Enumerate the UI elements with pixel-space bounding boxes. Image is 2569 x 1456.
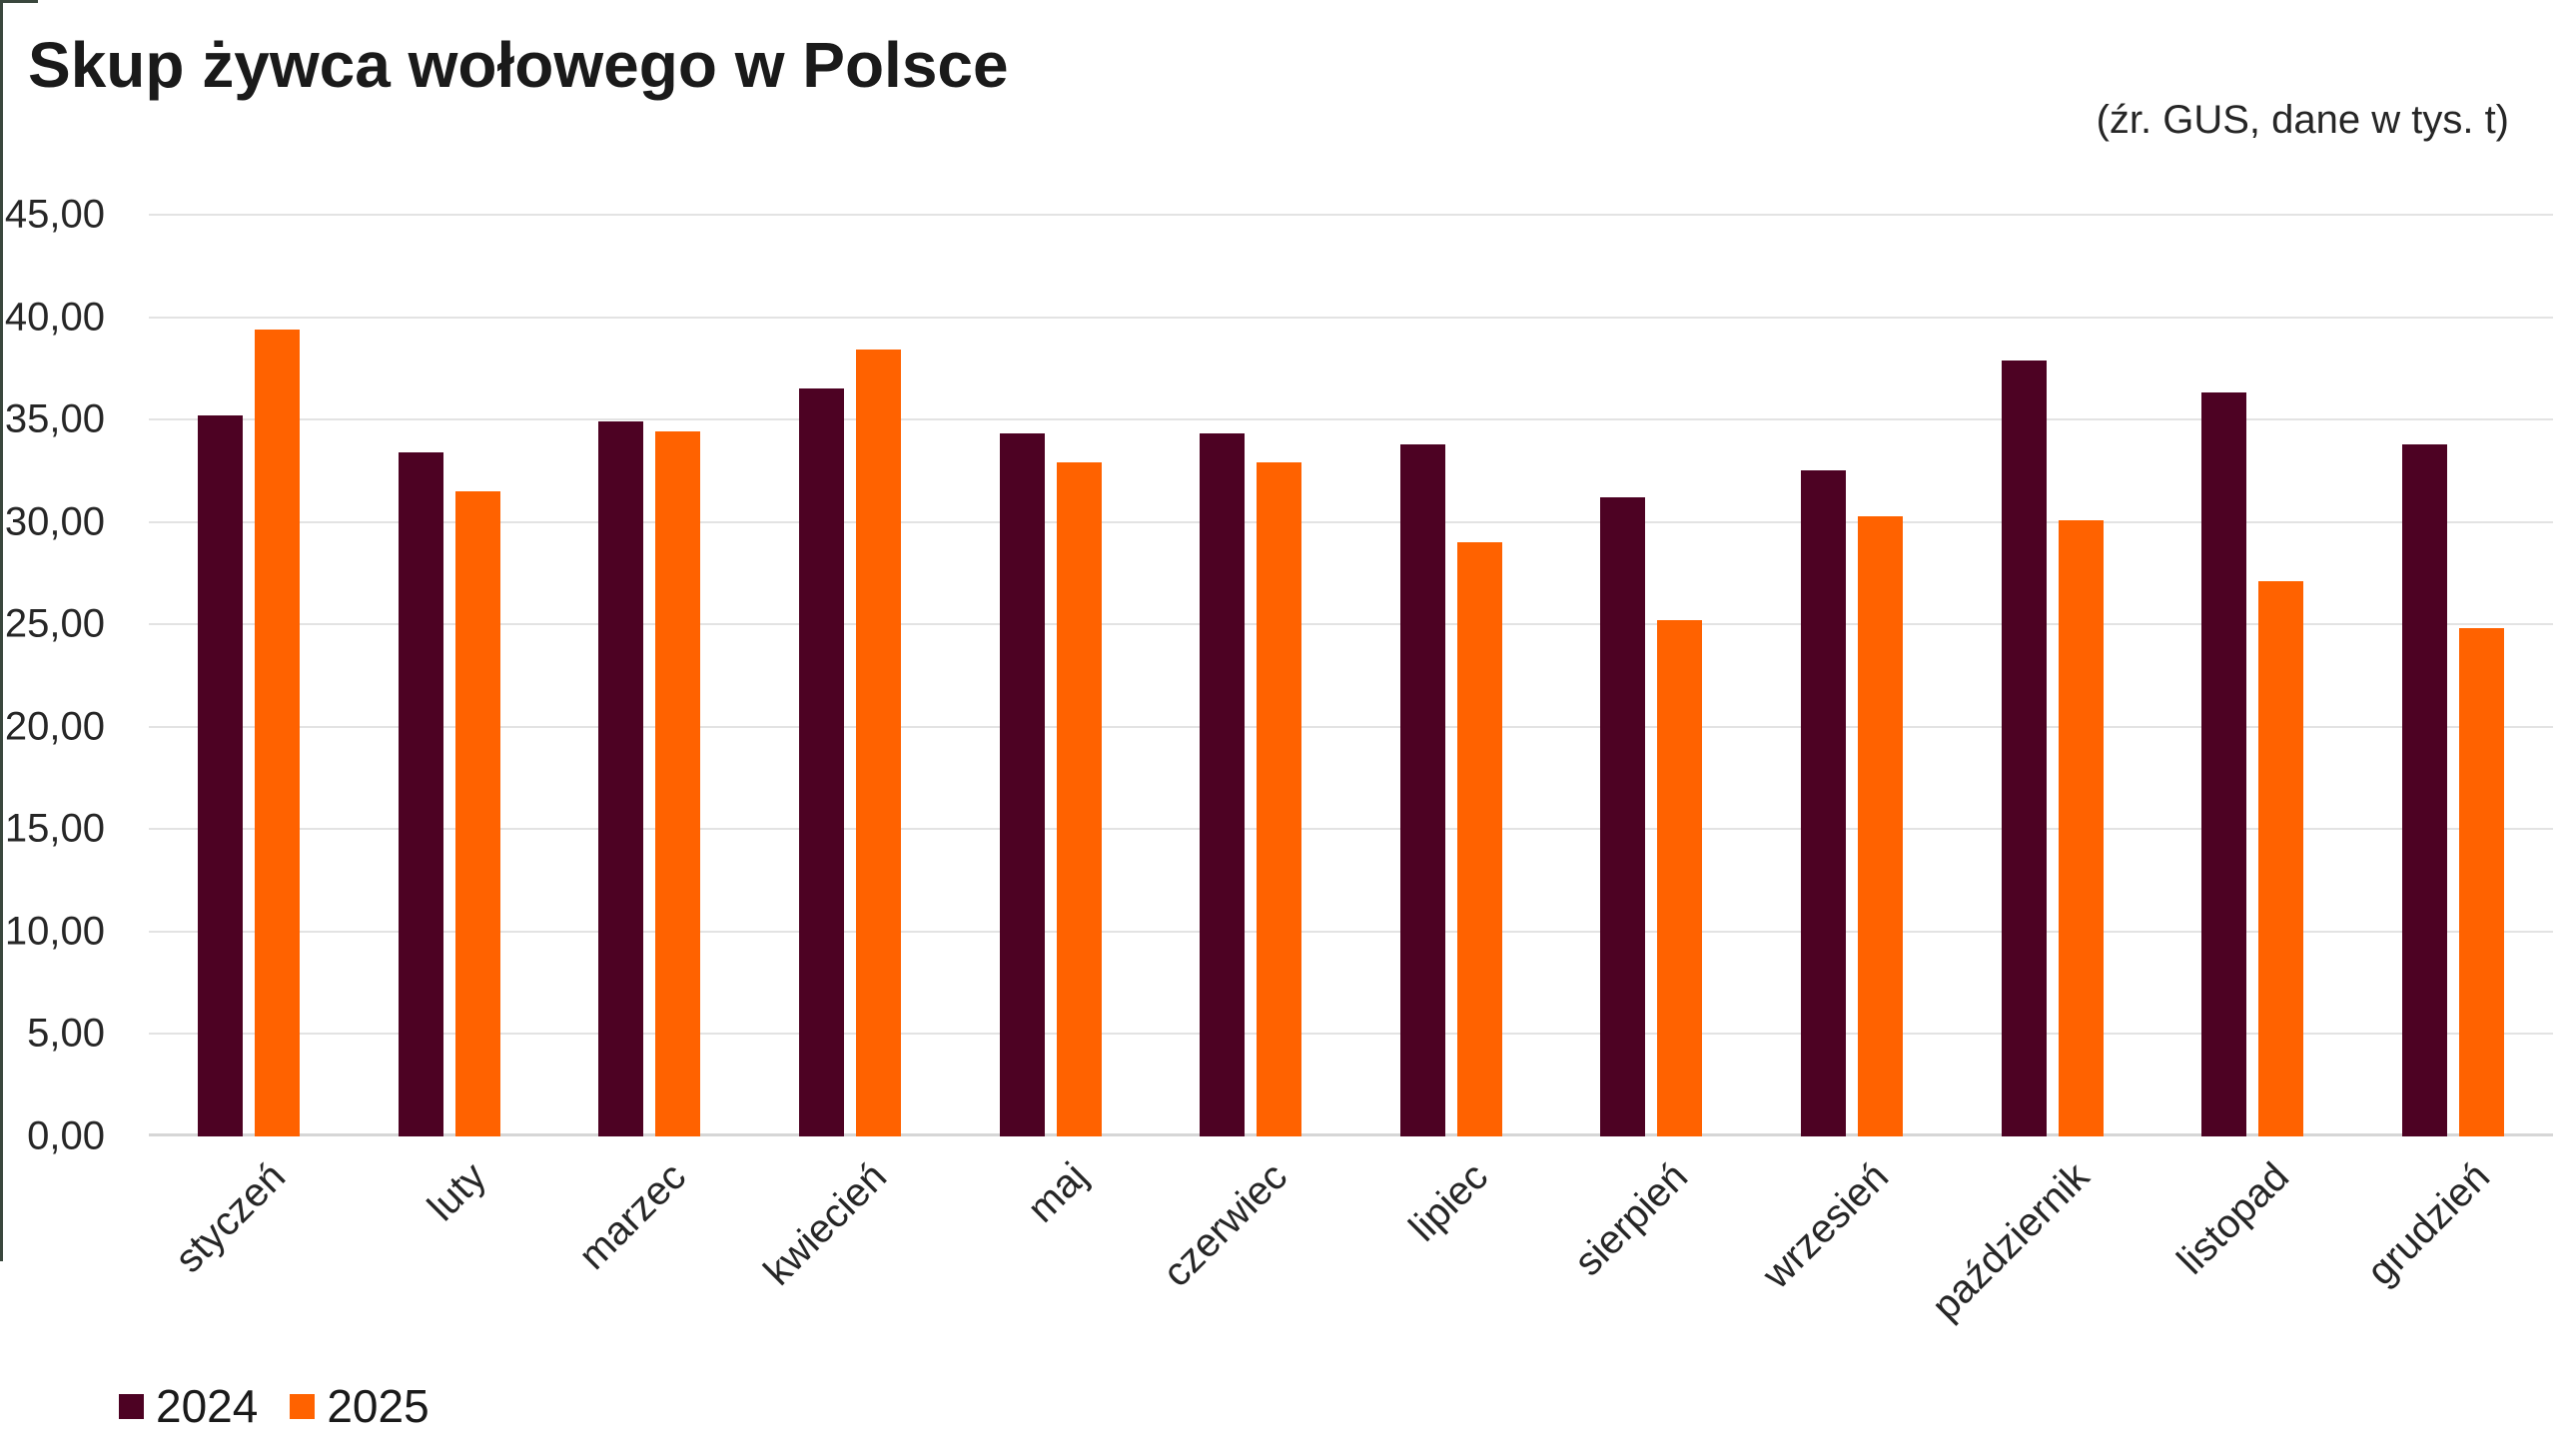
chart-title: Skup żywca wołowego w Polsce — [28, 29, 1009, 101]
legend: 2024 2025 — [119, 1379, 429, 1433]
bar-2025-listopad — [2258, 581, 2304, 1136]
gridline — [149, 1033, 2553, 1036]
bar-2024-lipiec — [1399, 443, 1445, 1136]
gridline — [149, 930, 2553, 933]
bar-2024-czerwiec — [1200, 433, 1246, 1136]
bar-group-wrzesień — [1752, 215, 1953, 1136]
y-tick-label: 40,00 — [4, 295, 105, 340]
bar-group-lipiec — [1351, 215, 1552, 1136]
bar-2024-marzec — [598, 421, 644, 1136]
bar-2025-czerwiec — [1257, 462, 1302, 1136]
bar-2024-luty — [398, 451, 443, 1136]
bar-2025-kwiecień — [856, 350, 902, 1136]
legend-item-2025: 2025 — [290, 1379, 429, 1433]
bar-group-styczeń — [149, 215, 350, 1136]
bar-group-kwiecień — [750, 215, 951, 1136]
bar-2024-listopad — [2201, 392, 2247, 1136]
gridline — [149, 520, 2553, 523]
bar-2025-sierpień — [1657, 620, 1703, 1136]
bar-2024-sierpień — [1600, 497, 1646, 1136]
bar-2024-wrzesień — [1800, 470, 1846, 1136]
x-axis-line — [149, 1133, 2553, 1136]
bar-2025-wrzesień — [1857, 515, 1903, 1136]
y-tick-label: 25,00 — [4, 601, 105, 646]
gridline — [149, 623, 2553, 626]
window-top-edge-line — [0, 0, 38, 3]
y-tick-label: 20,00 — [4, 704, 105, 749]
bar-2025-styczeń — [255, 329, 301, 1136]
bar-2025-maj — [1056, 462, 1102, 1136]
legend-swatch-2025 — [290, 1393, 316, 1419]
gridline — [149, 418, 2553, 421]
bar-2024-październik — [2001, 360, 2047, 1136]
gridline — [149, 214, 2553, 216]
gridline — [149, 828, 2553, 831]
plot-area — [149, 214, 2553, 1136]
window-left-edge-line — [0, 0, 3, 1261]
bar-group-listopad — [2152, 215, 2353, 1136]
bar-2025-lipiec — [1456, 542, 1502, 1136]
y-tick-label: 15,00 — [4, 806, 105, 851]
bar-group-czerwiec — [1151, 215, 1351, 1136]
y-tick-label: 30,00 — [4, 499, 105, 544]
bar-group-grudzień — [2352, 215, 2553, 1136]
bar-2024-maj — [999, 433, 1045, 1136]
chart-source-note: (źr. GUS, dane w tys. t) — [2096, 98, 2509, 142]
bar-2025-październik — [2058, 519, 2104, 1136]
y-tick-label: 0,00 — [27, 1113, 105, 1158]
bar-group-sierpień — [1551, 215, 1752, 1136]
bar-2024-grudzień — [2401, 443, 2447, 1136]
bar-group-maj — [950, 215, 1151, 1136]
gridline — [149, 725, 2553, 728]
legend-swatch-2024 — [119, 1393, 144, 1419]
legend-label-2024: 2024 — [156, 1380, 259, 1432]
bar-2025-luty — [454, 490, 500, 1136]
bar-group-październik — [1952, 215, 2152, 1136]
legend-label-2025: 2025 — [327, 1380, 429, 1432]
y-axis: 45,00 40,00 35,00 30,00 25,00 20,00 15,00 10,00… — [0, 0, 105, 1456]
y-tick-label: 35,00 — [4, 396, 105, 441]
y-tick-label: 5,00 — [27, 1011, 105, 1056]
bar-2024-kwiecień — [799, 388, 845, 1136]
bar-group-marzec — [549, 215, 750, 1136]
y-tick-label: 10,00 — [4, 909, 105, 954]
bar-2024-styczeń — [198, 415, 244, 1136]
y-tick-label: 45,00 — [4, 192, 105, 237]
bar-2025-marzec — [655, 431, 701, 1136]
bar-group-luty — [350, 215, 550, 1136]
gridline — [149, 316, 2553, 319]
legend-item-2024: 2024 — [119, 1379, 258, 1433]
bar-2025-grudzień — [2458, 628, 2504, 1136]
